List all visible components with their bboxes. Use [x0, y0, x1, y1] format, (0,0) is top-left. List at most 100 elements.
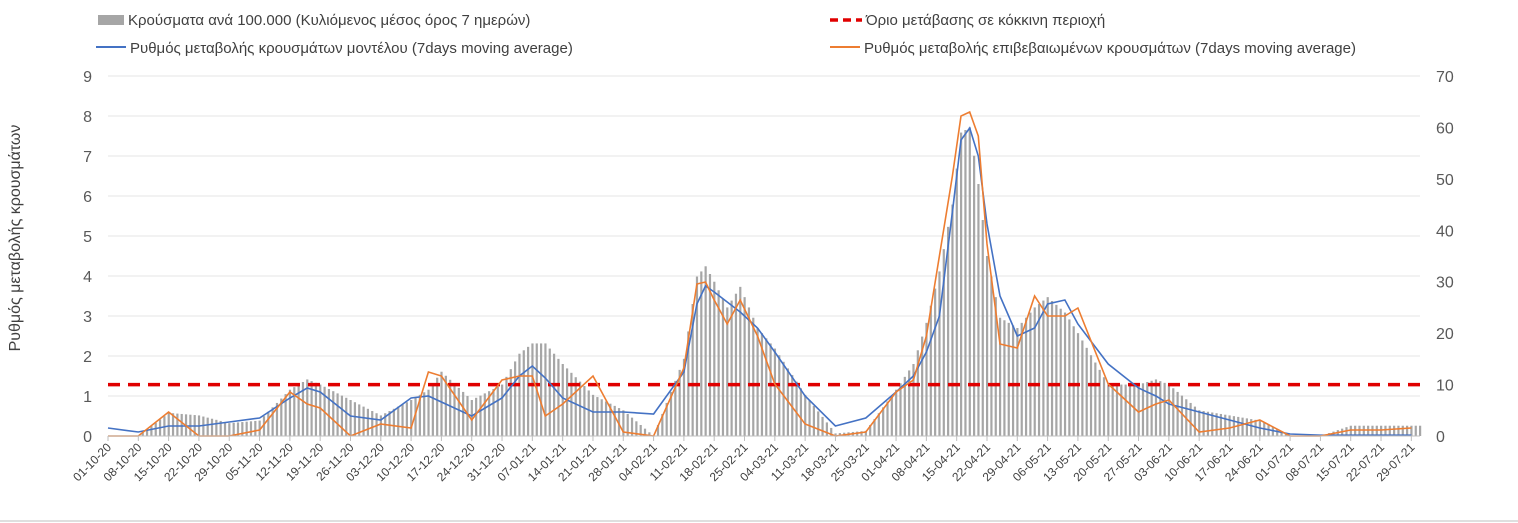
- bar: [591, 394, 595, 436]
- bar: [643, 428, 647, 436]
- bar: [942, 249, 945, 436]
- bar: [1388, 425, 1391, 436]
- bar: [1137, 384, 1140, 436]
- bar: [570, 372, 573, 436]
- left-tick-label: 0: [83, 429, 92, 446]
- bar: [682, 358, 686, 436]
- model-rate-line: [107, 126, 1412, 436]
- bar: [1042, 300, 1045, 436]
- bar: [1081, 340, 1084, 436]
- bar: [648, 432, 651, 436]
- bar: [1063, 312, 1067, 436]
- bar: [656, 424, 660, 436]
- bar: [990, 276, 993, 436]
- bar: [410, 400, 413, 436]
- bar: [223, 422, 227, 436]
- bar: [700, 271, 703, 436]
- bar: [626, 413, 629, 436]
- bar: [669, 391, 673, 436]
- bar: [600, 399, 603, 436]
- bar: [362, 406, 365, 436]
- bar: [1094, 362, 1097, 436]
- bar: [1089, 355, 1093, 436]
- bar: [977, 184, 980, 436]
- bar: [397, 406, 400, 436]
- bar: [730, 300, 733, 436]
- bar: [1349, 425, 1352, 436]
- legend-label-bars: Κρούσματα ανά 100.000 (Κυλιόμενος μέσος …: [128, 12, 530, 29]
- bar: [1146, 382, 1149, 436]
- bar: [743, 297, 746, 436]
- right-axis-ticks: 0 10 20 30 40 50 60 70: [1436, 69, 1454, 446]
- bar: [899, 383, 902, 436]
- bar: [457, 387, 460, 436]
- bar: [262, 416, 266, 436]
- left-tick-label: 2: [83, 349, 92, 366]
- bar: [708, 274, 712, 436]
- bar: [462, 391, 465, 436]
- bar: [1037, 304, 1041, 436]
- bar: [1224, 414, 1227, 436]
- bar: [981, 220, 984, 436]
- left-tick-label: 6: [83, 189, 92, 206]
- bar: [587, 390, 590, 436]
- bar: [1046, 297, 1049, 436]
- bar: [552, 353, 556, 436]
- legend-item-threshold: Όριο μετάβασης σε κόκκινη περιοχή: [830, 12, 1105, 29]
- bar: [1241, 417, 1244, 436]
- bar: [756, 328, 759, 436]
- bar: [1016, 328, 1019, 436]
- bar: [1102, 377, 1106, 436]
- bar: [912, 364, 915, 436]
- bar: [726, 307, 729, 436]
- bar: [985, 256, 989, 436]
- left-tick-label: 3: [83, 309, 92, 326]
- bar: [1193, 406, 1197, 436]
- bar: [479, 395, 482, 436]
- bar: [150, 426, 153, 436]
- bar: [241, 422, 244, 436]
- left-axis-title: Ρυθμός μεταβολής κρουσμάτων: [7, 125, 24, 352]
- bar: [301, 382, 305, 436]
- bar: [994, 297, 997, 436]
- bar: [418, 394, 421, 436]
- bar: [336, 393, 339, 436]
- bar: [1085, 347, 1088, 436]
- bar: [271, 407, 274, 436]
- bar: [306, 379, 309, 436]
- bar: [366, 408, 370, 436]
- bar: [249, 421, 253, 436]
- bar: [960, 132, 963, 437]
- bar: [1354, 425, 1357, 436]
- bar: [496, 386, 499, 436]
- bar: [1410, 425, 1413, 436]
- bar: [141, 432, 144, 436]
- bar: [630, 417, 634, 436]
- bar: [1358, 425, 1361, 436]
- bar: [176, 413, 179, 436]
- bar: [466, 395, 469, 436]
- bar: [288, 389, 292, 436]
- bar: [388, 411, 391, 436]
- bar: [267, 411, 270, 436]
- gridlines: [108, 75, 1420, 397]
- bar: [310, 381, 313, 436]
- bar: [817, 411, 820, 436]
- bar: [795, 381, 798, 436]
- bar: [349, 400, 352, 436]
- bar: [540, 343, 543, 436]
- bar: [319, 384, 322, 436]
- right-tick-label: 0: [1436, 429, 1445, 446]
- right-tick-label: 60: [1436, 120, 1454, 137]
- bar: [440, 371, 443, 436]
- bar: [232, 422, 235, 436]
- bar: [1154, 379, 1158, 436]
- bar: [353, 402, 357, 436]
- left-tick-label: 1: [83, 389, 92, 406]
- bar: [695, 276, 699, 436]
- bar: [721, 298, 725, 436]
- bar: [760, 333, 764, 436]
- bar: [1284, 433, 1287, 436]
- bar: [483, 393, 486, 436]
